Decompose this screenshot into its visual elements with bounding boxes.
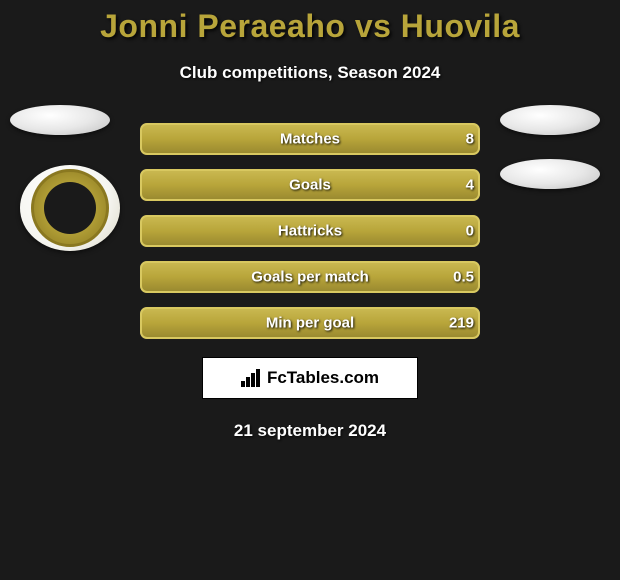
stat-label: Goals xyxy=(289,177,331,194)
stat-value-right: 8 xyxy=(466,131,474,148)
stats-card: Jonni Peraeaho vs Huovila Club competiti… xyxy=(0,0,620,441)
stat-row-goals-per-match: Goals per match 0.5 xyxy=(140,261,480,293)
stat-value-right: 0 xyxy=(466,223,474,240)
stat-row-hattricks: Hattricks 0 xyxy=(140,215,480,247)
stat-row-min-per-goal: Min per goal 219 xyxy=(140,307,480,339)
player-right-badge-1 xyxy=(500,105,600,135)
stat-label: Matches xyxy=(280,131,340,148)
page-title: Jonni Peraeaho vs Huovila xyxy=(0,8,620,45)
stat-label: Min per goal xyxy=(266,315,354,332)
club-logo-icon xyxy=(31,169,109,247)
stat-value-right: 0.5 xyxy=(453,269,474,286)
stats-area: Matches 8 Goals 4 Hattricks 0 Goals per … xyxy=(0,123,620,441)
stat-label: Hattricks xyxy=(278,223,342,240)
stat-value-right: 4 xyxy=(466,177,474,194)
stat-row-matches: Matches 8 xyxy=(140,123,480,155)
footer-date: 21 september 2024 xyxy=(0,421,620,441)
brand-text: FcTables.com xyxy=(267,368,379,388)
brand-inner: FcTables.com xyxy=(241,368,379,388)
stat-row-goals: Goals 4 xyxy=(140,169,480,201)
page-subtitle: Club competitions, Season 2024 xyxy=(0,63,620,83)
stat-value-right: 219 xyxy=(449,315,474,332)
club-logo xyxy=(20,165,120,251)
stat-label: Goals per match xyxy=(251,269,369,286)
player-left-badge xyxy=(10,105,110,135)
brand-box[interactable]: FcTables.com xyxy=(202,357,418,399)
bar-chart-icon xyxy=(241,369,263,387)
player-right-badge-2 xyxy=(500,159,600,189)
